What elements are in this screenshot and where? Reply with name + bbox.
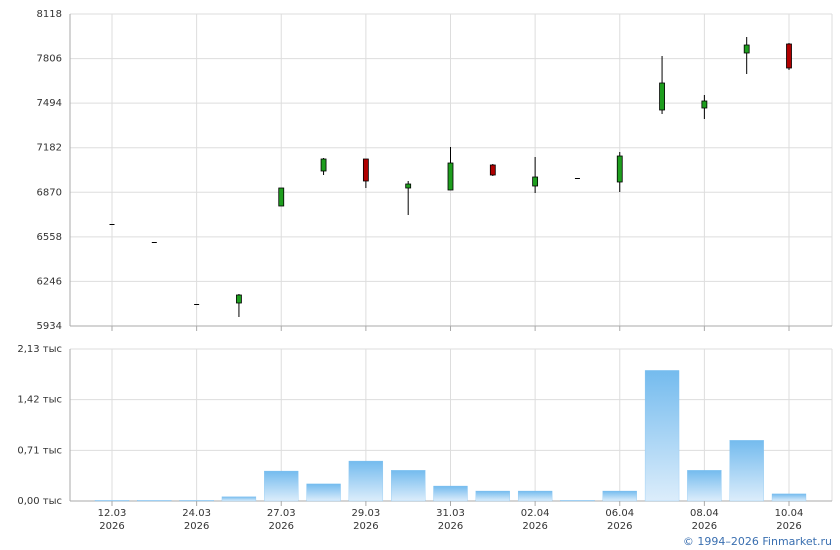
volume-bar xyxy=(517,490,553,502)
x-tick-label: 2026 xyxy=(692,521,717,532)
volume-bar xyxy=(602,490,637,502)
volume-bar xyxy=(687,470,722,502)
candle-body xyxy=(616,155,623,183)
candle-body xyxy=(701,100,708,109)
volume-bar xyxy=(771,493,807,502)
volume-bar xyxy=(433,485,468,502)
candle-body xyxy=(447,162,454,191)
candle-body xyxy=(362,158,369,182)
x-tick-label: 2026 xyxy=(438,521,463,532)
candle-body xyxy=(278,187,285,207)
x-tick-label: 2026 xyxy=(184,521,209,532)
x-tick-label: 2026 xyxy=(522,521,547,532)
x-tick-label: 06.04 xyxy=(605,508,634,519)
volume-bar xyxy=(221,496,257,502)
candle-body xyxy=(743,44,750,54)
candle-body xyxy=(532,176,539,187)
credit[interactable]: © 1994–2026 Finmarket.ru xyxy=(683,535,832,548)
y-tick-label: 1,42 тыс xyxy=(17,395,62,406)
x-tick-label: 02.04 xyxy=(521,508,550,519)
x-tick-label: 2026 xyxy=(99,521,124,532)
x-tick-label: 2026 xyxy=(607,521,632,532)
y-tick-label: 2,13 тыс xyxy=(17,344,62,355)
x-tick-label: 24.03 xyxy=(182,508,211,519)
x-tick-label: 29.03 xyxy=(352,508,381,519)
volume-bar xyxy=(137,500,172,502)
y-tick-label: 7806 xyxy=(37,54,62,65)
y-tick-label: 8118 xyxy=(37,9,62,20)
x-tick-label: 2026 xyxy=(269,521,294,532)
y-tick-label: 6870 xyxy=(37,187,62,198)
volume-bar xyxy=(644,370,680,502)
x-tick-label: 12.03 xyxy=(98,508,127,519)
volume-bar xyxy=(94,500,130,502)
candle-body xyxy=(320,158,327,172)
y-tick-label: 7494 xyxy=(37,98,62,109)
volume-bar xyxy=(348,460,384,502)
candle-body xyxy=(659,82,665,111)
volume-bar xyxy=(560,500,595,502)
y-tick-label: 6558 xyxy=(37,232,62,243)
y-tick-label: 0,71 тыс xyxy=(17,445,62,456)
volume-bar xyxy=(306,483,341,502)
volume-bar xyxy=(264,470,299,502)
x-tick-label: 08.04 xyxy=(690,508,719,519)
candle-body xyxy=(109,224,115,225)
x-tick-label: 27.03 xyxy=(267,508,296,519)
candle-body xyxy=(786,43,792,69)
volume-bar xyxy=(729,440,764,502)
candle-body xyxy=(194,304,200,305)
candle-body xyxy=(489,164,496,176)
y-tick-label: 0,00 тыс xyxy=(17,496,62,507)
x-tick-label: 2026 xyxy=(776,521,801,532)
candle-body xyxy=(236,294,242,304)
x-tick-label: 10.04 xyxy=(775,508,804,519)
volume-bar xyxy=(179,500,214,502)
y-tick-label: 7182 xyxy=(37,143,62,154)
volume-bar xyxy=(475,490,510,502)
x-tick-label: 2026 xyxy=(353,521,378,532)
x-tick-label: 31.03 xyxy=(436,508,465,519)
y-tick-label: 6246 xyxy=(37,276,62,287)
y-tick-label: 5934 xyxy=(37,321,62,332)
volume-bar xyxy=(391,470,426,502)
candle-body xyxy=(405,183,412,189)
candle-body xyxy=(151,242,157,243)
candle-body xyxy=(574,178,580,179)
